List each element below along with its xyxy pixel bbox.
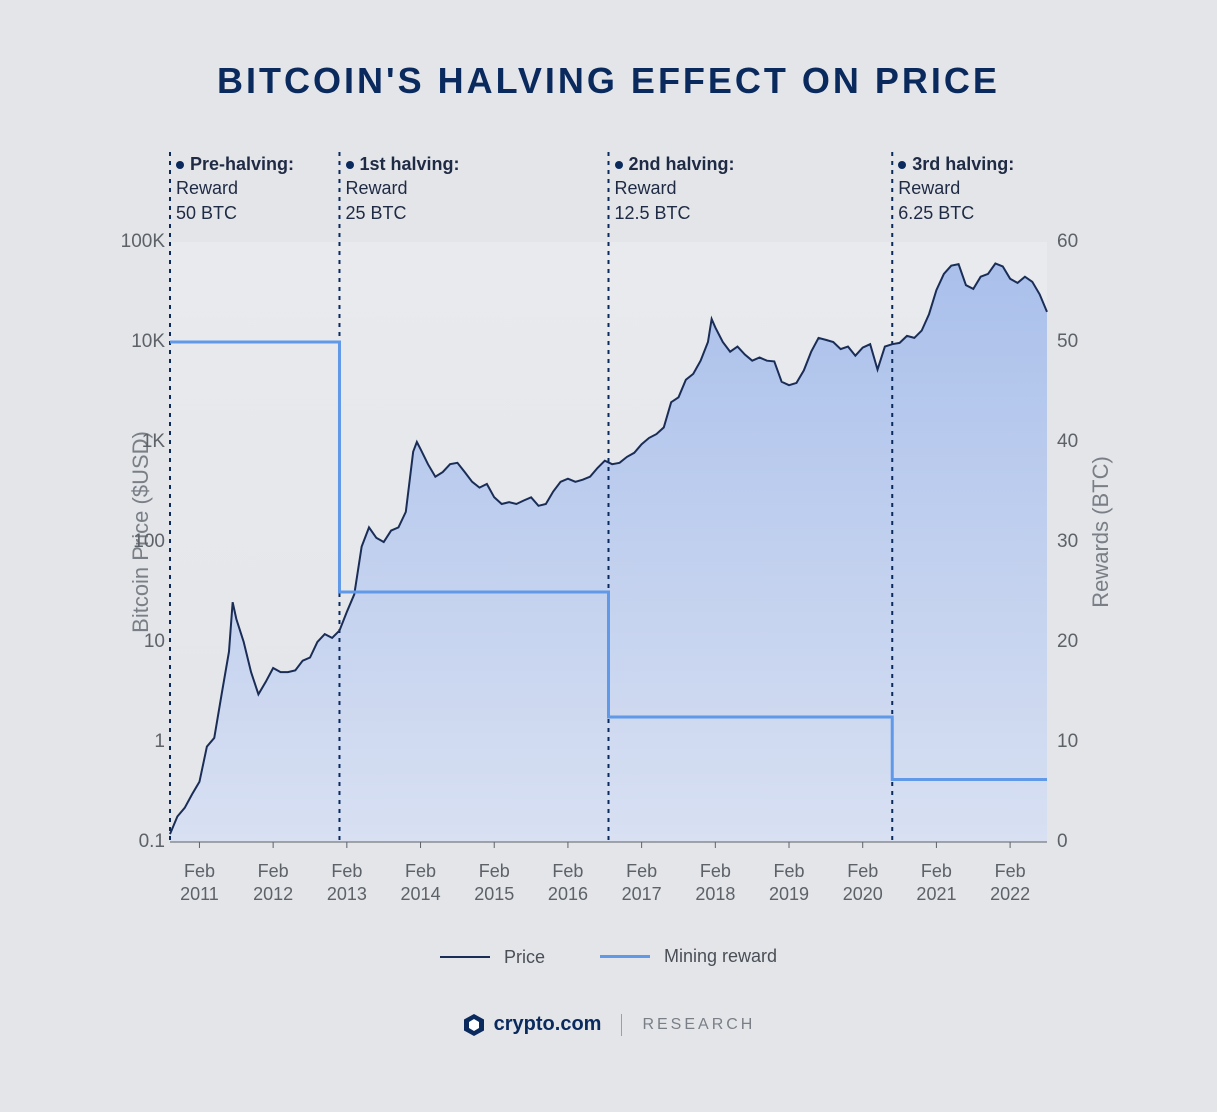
footer: crypto.com RESEARCH (50, 1013, 1167, 1037)
y1-tick: 100 (100, 531, 165, 553)
x-tick: Feb2012 (253, 860, 293, 907)
y1-tick: 0.1 (100, 831, 165, 853)
y2-tick: 50 (1057, 331, 1097, 353)
x-tick: Feb2022 (990, 860, 1030, 907)
x-tick: Feb2016 (548, 860, 588, 907)
y1-tick: 1 (100, 731, 165, 753)
halving-annotation: 1st halving:Reward25 BTC (346, 152, 460, 225)
brand-name: crypto.com (494, 1013, 602, 1036)
y1-ticks: 0.11101001K10K100K (100, 242, 165, 842)
halving-annotation: Pre-halving:Reward50 BTC (176, 152, 294, 225)
y2-tick: 40 (1057, 431, 1097, 453)
x-tick: Feb2015 (474, 860, 514, 907)
y2-tick: 60 (1057, 231, 1097, 253)
footer-tag: RESEARCH (642, 1016, 755, 1034)
hexagon-icon (462, 1013, 486, 1037)
x-tick: Feb2011 (180, 860, 219, 907)
legend-swatch-price (440, 956, 490, 958)
y1-tick: 1K (100, 431, 165, 453)
brand-logo: crypto.com (462, 1013, 602, 1037)
x-tick: Feb2017 (622, 860, 662, 907)
legend: Price Mining reward (50, 942, 1167, 968)
legend-item-price: Price (440, 947, 545, 968)
y2-tick: 10 (1057, 731, 1097, 753)
legend-item-reward: Mining reward (600, 946, 777, 967)
x-tick: Feb2018 (695, 860, 735, 907)
y2-ticks: 0102030405060 (1057, 242, 1097, 842)
chart-title: BITCOIN'S HALVING EFFECT ON PRICE (50, 60, 1167, 102)
x-ticks: Feb2011 Feb2012 Feb2013 Feb2014 Feb2015 Feb20… (170, 852, 1047, 912)
y2-tick: 0 (1057, 831, 1097, 853)
legend-swatch-reward (600, 955, 650, 958)
y1-tick: 100K (100, 231, 165, 253)
y2-tick: 20 (1057, 631, 1097, 653)
y2-tick: 30 (1057, 531, 1097, 553)
chart-container: Bitcoin Price ($USD) Rewards (BTC) Pre-h… (50, 152, 1167, 912)
x-tick: Feb2021 (916, 860, 956, 907)
halving-annotation: 2nd halving:Reward12.5 BTC (615, 152, 735, 225)
plot-area (170, 242, 1047, 842)
x-tick: Feb2013 (327, 860, 367, 907)
chart-svg (170, 242, 1047, 842)
footer-divider (621, 1014, 622, 1036)
x-tick: Feb2020 (843, 860, 883, 907)
legend-label-price: Price (504, 947, 545, 968)
y1-tick: 10 (100, 631, 165, 653)
legend-label-reward: Mining reward (664, 946, 777, 967)
x-tick: Feb2014 (401, 860, 441, 907)
x-tick: Feb2019 (769, 860, 809, 907)
halving-annotation: 3rd halving:Reward6.25 BTC (898, 152, 1014, 225)
y1-tick: 10K (100, 331, 165, 353)
